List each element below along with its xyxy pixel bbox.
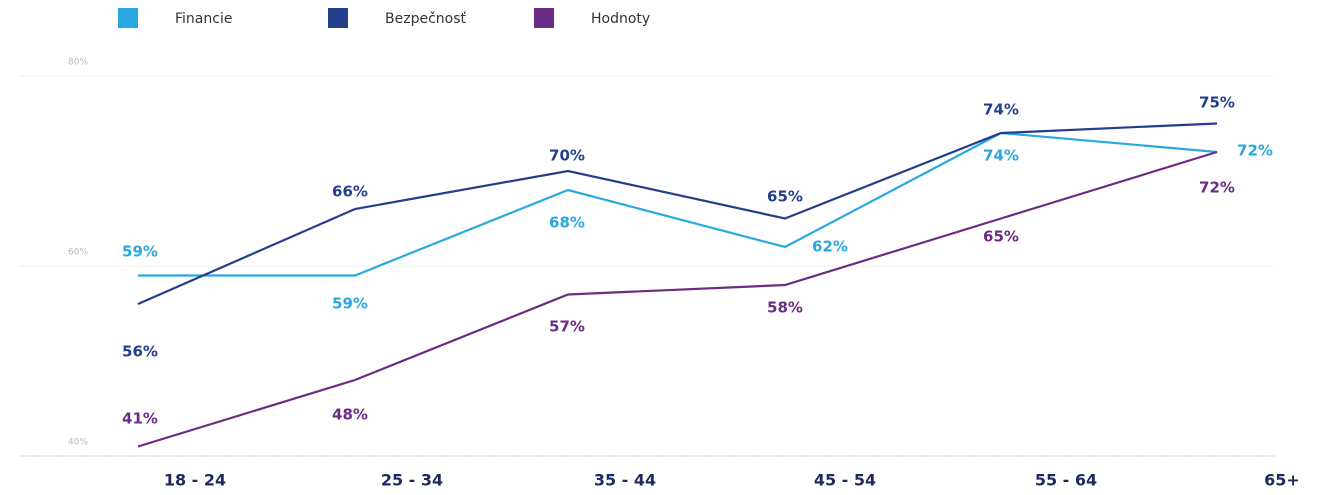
data-label: 72% bbox=[1199, 179, 1235, 197]
series-line bbox=[137, 150, 1218, 448]
y-tick-label: 80% bbox=[68, 58, 88, 68]
data-label: 62% bbox=[812, 238, 848, 256]
legend-label: Hodnoty bbox=[591, 11, 650, 27]
x-tick-label: 18 - 24 bbox=[164, 471, 226, 490]
x-tick-label: 25 - 34 bbox=[381, 471, 443, 490]
data-label: 41% bbox=[122, 410, 158, 428]
data-label: 48% bbox=[332, 406, 368, 424]
data-label: 75% bbox=[1199, 94, 1235, 112]
legend-label: Financie bbox=[175, 11, 232, 27]
data-label: 68% bbox=[549, 214, 585, 232]
data-label: 59% bbox=[122, 243, 158, 261]
legend-swatch bbox=[328, 8, 348, 28]
data-label: 72% bbox=[1237, 142, 1273, 160]
data-label: 58% bbox=[767, 299, 803, 317]
data-label: 70% bbox=[549, 147, 585, 165]
y-tick-label: 40% bbox=[68, 438, 88, 448]
x-tick-label: 45 - 54 bbox=[814, 471, 876, 490]
legend-swatch bbox=[118, 8, 138, 28]
data-label: 65% bbox=[767, 188, 803, 206]
x-tick-label: 55 - 64 bbox=[1035, 471, 1097, 490]
data-label: 59% bbox=[332, 295, 368, 313]
data-label: 74% bbox=[983, 147, 1019, 165]
legend-label: Bezpečnosť bbox=[385, 11, 466, 27]
legend-swatch bbox=[534, 8, 554, 28]
data-label: 74% bbox=[983, 101, 1019, 119]
data-label: 56% bbox=[122, 343, 158, 361]
y-tick-label: 60% bbox=[68, 248, 88, 258]
x-tick-label: 35 - 44 bbox=[594, 471, 656, 490]
x-tick-label: 65+ bbox=[1264, 471, 1300, 490]
data-label: 57% bbox=[549, 318, 585, 336]
data-label: 66% bbox=[332, 183, 368, 201]
series-line bbox=[137, 122, 1218, 306]
series-line bbox=[138, 131, 1218, 277]
data-label: 65% bbox=[983, 228, 1019, 246]
